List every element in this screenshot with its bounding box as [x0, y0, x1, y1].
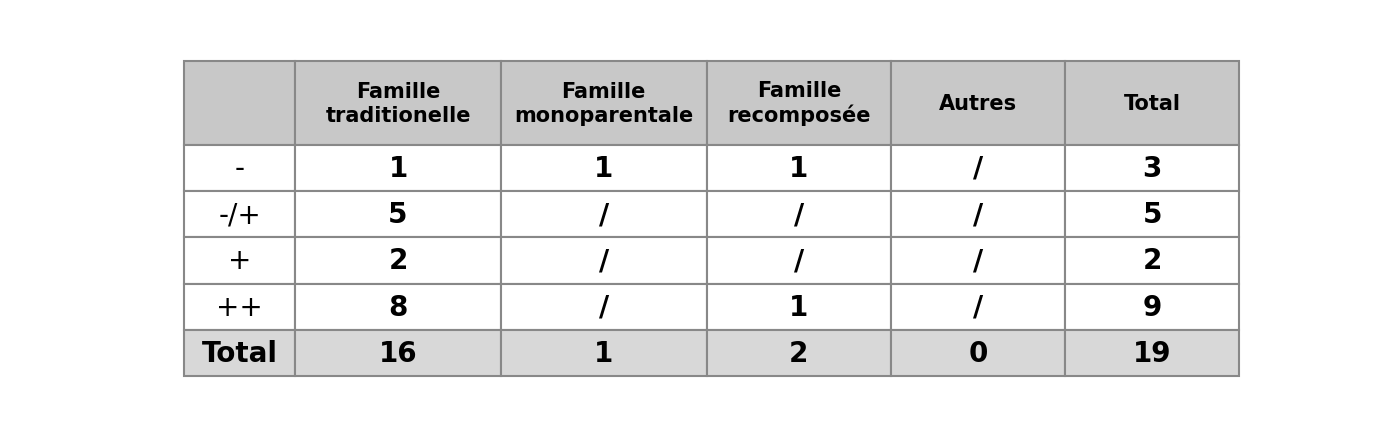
- Text: 1: 1: [389, 155, 407, 182]
- Bar: [707, 330, 892, 376]
- Bar: [294, 191, 501, 238]
- Text: /: /: [599, 247, 608, 275]
- Text: Total: Total: [201, 339, 278, 367]
- Bar: [185, 238, 294, 284]
- Text: Total: Total: [1124, 94, 1181, 114]
- Bar: [892, 284, 1065, 330]
- Bar: [1065, 238, 1239, 284]
- Bar: [1065, 330, 1239, 376]
- Bar: [501, 238, 707, 284]
- Text: 1: 1: [594, 339, 614, 367]
- Text: 9: 9: [1143, 293, 1163, 321]
- Text: Famille
monoparentale: Famille monoparentale: [514, 82, 693, 125]
- Bar: [185, 145, 294, 191]
- Bar: [501, 191, 707, 238]
- Bar: [501, 330, 707, 376]
- Bar: [707, 62, 892, 145]
- Bar: [1065, 145, 1239, 191]
- Text: 16: 16: [379, 339, 417, 367]
- Bar: [707, 284, 892, 330]
- Text: 2: 2: [1143, 247, 1163, 275]
- Text: /: /: [795, 201, 804, 229]
- Text: ++: ++: [217, 293, 263, 321]
- Bar: [892, 238, 1065, 284]
- Text: 1: 1: [594, 155, 614, 182]
- Bar: [185, 330, 294, 376]
- Bar: [707, 191, 892, 238]
- Bar: [892, 191, 1065, 238]
- Text: /: /: [974, 293, 983, 321]
- Bar: [1065, 62, 1239, 145]
- Bar: [501, 145, 707, 191]
- Bar: [294, 330, 501, 376]
- Text: -: -: [235, 155, 244, 182]
- Text: /: /: [599, 293, 608, 321]
- Text: 3: 3: [1143, 155, 1163, 182]
- Text: /: /: [974, 247, 983, 275]
- Text: 0: 0: [968, 339, 988, 367]
- Bar: [892, 62, 1065, 145]
- Bar: [294, 62, 501, 145]
- Text: /: /: [599, 201, 608, 229]
- Bar: [185, 62, 294, 145]
- Bar: [185, 284, 294, 330]
- Text: Famille
recomposée: Famille recomposée: [728, 81, 871, 126]
- Text: 1: 1: [789, 155, 808, 182]
- Bar: [294, 284, 501, 330]
- Text: Autres: Autres: [939, 94, 1017, 114]
- Text: 5: 5: [1143, 201, 1163, 229]
- Bar: [294, 238, 501, 284]
- Text: -/+: -/+: [218, 201, 261, 229]
- Bar: [1065, 284, 1239, 330]
- Text: 2: 2: [389, 247, 408, 275]
- Text: /: /: [974, 201, 983, 229]
- Text: 1: 1: [789, 293, 808, 321]
- Text: Famille
traditionelle: Famille traditionelle: [325, 82, 471, 125]
- Bar: [294, 145, 501, 191]
- Bar: [892, 330, 1065, 376]
- Bar: [501, 284, 707, 330]
- Text: +: +: [228, 247, 251, 275]
- Text: 8: 8: [389, 293, 408, 321]
- Bar: [707, 145, 892, 191]
- Bar: [1065, 191, 1239, 238]
- Bar: [707, 238, 892, 284]
- Bar: [185, 191, 294, 238]
- Text: /: /: [795, 247, 804, 275]
- Bar: [501, 62, 707, 145]
- Bar: [892, 145, 1065, 191]
- Text: 19: 19: [1133, 339, 1171, 367]
- Text: 2: 2: [789, 339, 808, 367]
- Text: /: /: [974, 155, 983, 182]
- Text: 5: 5: [389, 201, 408, 229]
